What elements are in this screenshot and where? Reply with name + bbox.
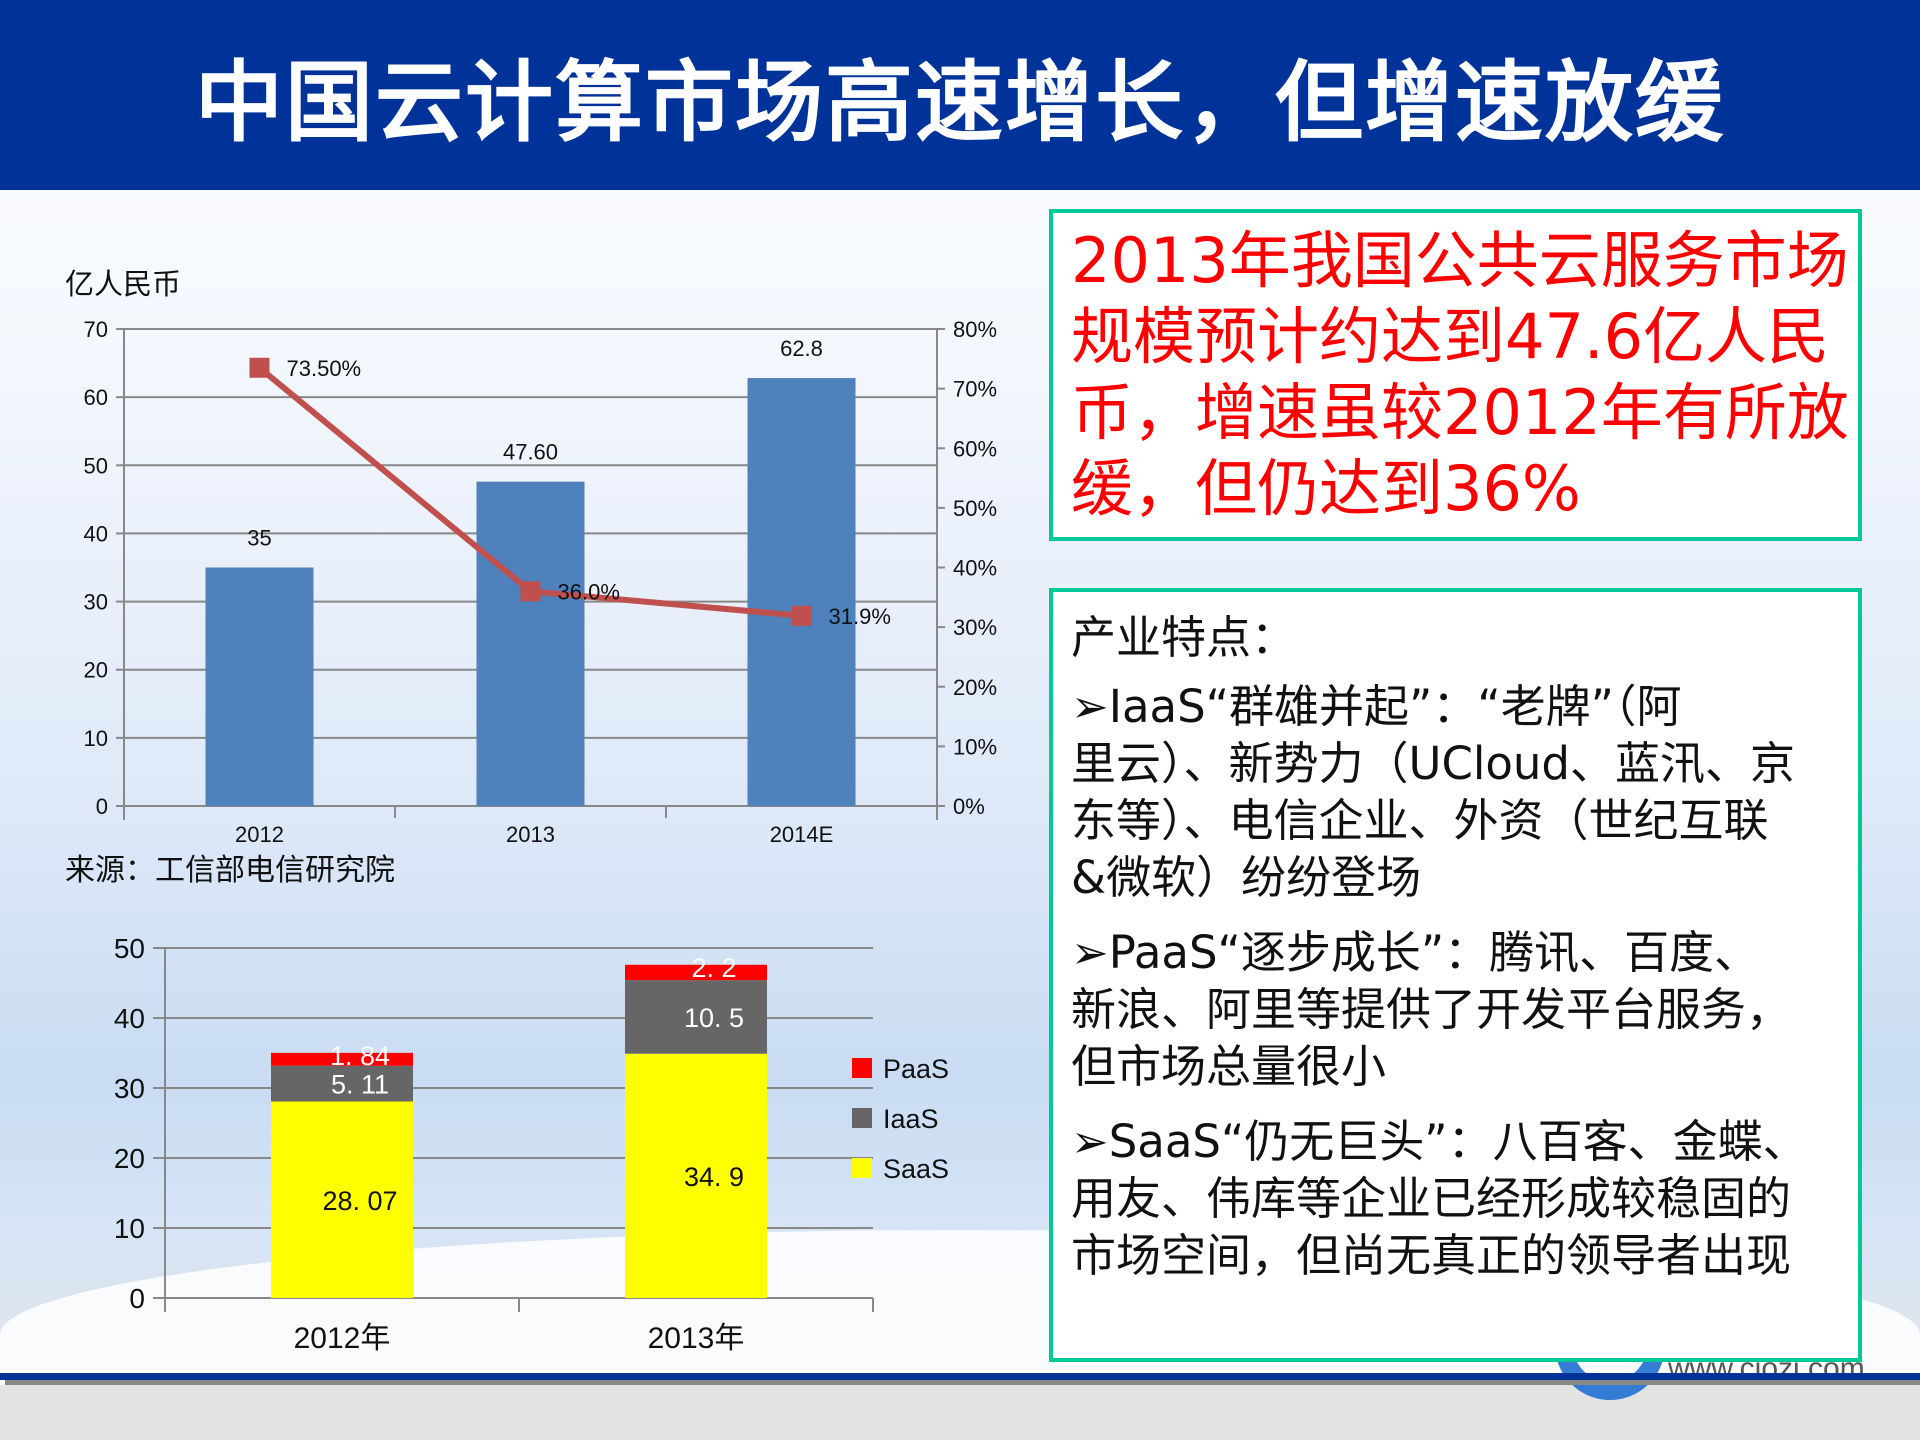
y-tick-label: 30: [84, 590, 108, 615]
segment-value-label: 28. 07: [322, 1186, 397, 1216]
feature-line: ➢IaaS“群雄并起”：“老牌”（阿: [1071, 680, 1682, 733]
y-tick-label: 70: [84, 317, 108, 342]
segment-value-label: 5. 11: [331, 1070, 389, 1100]
line-marker: [791, 605, 812, 626]
legend-swatch-paas: [852, 1058, 872, 1078]
legend-swatch-saas: [852, 1158, 872, 1178]
highlight-line: 币，增速虽较2012年有所放: [1071, 376, 1849, 449]
y2-tick-label: 60%: [953, 436, 997, 461]
y2-tick-label: 80%: [953, 317, 997, 342]
stacked-segment-paas: [625, 964, 767, 981]
stacked-segment-saas: [625, 1053, 767, 1298]
feature-line: 但市场总量很小: [1071, 1040, 1387, 1093]
y2-tick-label: 30%: [953, 615, 997, 640]
bar-value-label: 35: [247, 526, 271, 551]
stacked-segment-saas: [271, 1101, 413, 1298]
title-bar: 中国云计算市场高速增长，但增速放缓: [0, 0, 1920, 190]
highlight-box: 2013年我国公共云服务市场 规模预计约达到47.6亿人民 币，增速虽较2012年有…: [1049, 209, 1862, 541]
feature-item: ➢PaaS“逐步成长”：腾讯、百度、 新浪、阿里等提供了开发平台服务， 但市场总量很…: [1071, 924, 1840, 1095]
x-tick-label: 2014E: [770, 822, 834, 847]
y-tick-label: 40: [114, 1003, 145, 1034]
y2-tick-label: 50%: [953, 496, 997, 521]
highlight-line: 缓，但仍达到36%: [1071, 452, 1581, 525]
feature-line: ➢PaaS“逐步成长”：腾讯、百度、: [1071, 926, 1760, 979]
y2-tick-label: 10%: [953, 734, 997, 759]
segment-value-label: 1. 84: [330, 1041, 390, 1071]
unit-label: 亿人民币: [65, 268, 181, 301]
y-tick-label: 30: [114, 1073, 145, 1104]
slide-title: 中国云计算市场高速增长，但增速放缓: [194, 50, 1725, 154]
highlight-line: 规模预计约达到47.6亿人民: [1071, 300, 1830, 373]
x-tick-label: 2013年: [648, 1322, 745, 1355]
legend-swatch-iaas: [852, 1108, 872, 1128]
feature-line: 市场空间，但尚无真正的领导者出现: [1071, 1229, 1792, 1282]
y-tick-label: 60: [84, 385, 108, 410]
line-marker: [249, 357, 270, 378]
feature-line: 用友、伟库等企业已经形成较稳固的: [1071, 1172, 1792, 1225]
line-marker: [520, 581, 541, 602]
feature-line: 里云）、新势力（UCloud、蓝汛、京: [1071, 737, 1795, 790]
y-tick-label: 10: [84, 726, 108, 751]
x-tick-label: 2012年: [294, 1322, 391, 1355]
y2-tick-label: 0%: [953, 794, 985, 819]
feature-line: ➢SaaS“仍无巨头”：八百客、金蝶、: [1071, 1115, 1808, 1168]
line-value-label: 73.50%: [287, 356, 362, 381]
y-tick-label: 20: [114, 1143, 145, 1174]
y2-tick-label: 40%: [953, 556, 997, 581]
y-tick-label: 10: [114, 1213, 145, 1244]
stacked-segment-iaas: [625, 980, 767, 1054]
y-tick-label: 40: [84, 521, 108, 546]
y2-tick-label: 70%: [953, 377, 997, 402]
segment-value-label: 34. 9: [684, 1162, 744, 1192]
line-value-label: 31.9%: [829, 604, 891, 629]
stacked-segment-iaas: [271, 1065, 413, 1102]
y-tick-label: 0: [96, 794, 108, 819]
feature-item: ➢SaaS“仍无巨头”：八百客、金蝶、 用友、伟库等企业已经形成较稳固的 市场空间，…: [1071, 1113, 1840, 1284]
x-tick-label: 2012: [235, 822, 284, 847]
segment-value-label: 10. 5: [684, 1003, 744, 1033]
feature-item: ➢IaaS“群雄并起”：“老牌”（阿 里云）、新势力（UCloud、蓝汛、京 东等）…: [1071, 678, 1840, 906]
x-tick-label: 2013: [506, 822, 555, 847]
features-heading: 产业特点：: [1071, 611, 1297, 664]
legend-label: PaaS: [883, 1054, 949, 1084]
bar-value-label: 47.60: [503, 440, 558, 465]
footer-divider-blue: [0, 1373, 1920, 1380]
bar: [747, 378, 856, 806]
feature-line: 新浪、阿里等提供了开发平台服务，: [1071, 983, 1792, 1036]
source-note: 来源：工信部电信研究院: [65, 854, 395, 887]
legend-label: IaaS: [883, 1104, 939, 1134]
y-tick-label: 20: [84, 658, 108, 683]
feature-line: &微软）纷纷登场: [1071, 851, 1422, 904]
features-box: 产业特点： ➢IaaS“群雄并起”：“老牌”（阿 里云）、新势力（UCloud、蓝汛…: [1049, 588, 1862, 1362]
feature-line: 东等）、电信企业、外资（世纪互联: [1071, 794, 1769, 847]
bar: [205, 567, 314, 806]
stacked-segment-paas: [271, 1052, 413, 1066]
line-value-label: 36.0%: [558, 579, 620, 604]
y-tick-label: 0: [129, 1283, 145, 1314]
y2-tick-label: 20%: [953, 675, 997, 700]
footer-divider-gray: [5, 1380, 1920, 1385]
bar-value-label: 62.8: [780, 336, 823, 361]
y-tick-label: 50: [84, 453, 108, 478]
highlight-line: 2013年我国公共云服务市场: [1071, 224, 1849, 297]
bar: [476, 481, 585, 806]
y-tick-label: 50: [114, 933, 145, 964]
segment-value-label: 2. 2: [691, 953, 736, 983]
legend-label: SaaS: [883, 1154, 949, 1184]
